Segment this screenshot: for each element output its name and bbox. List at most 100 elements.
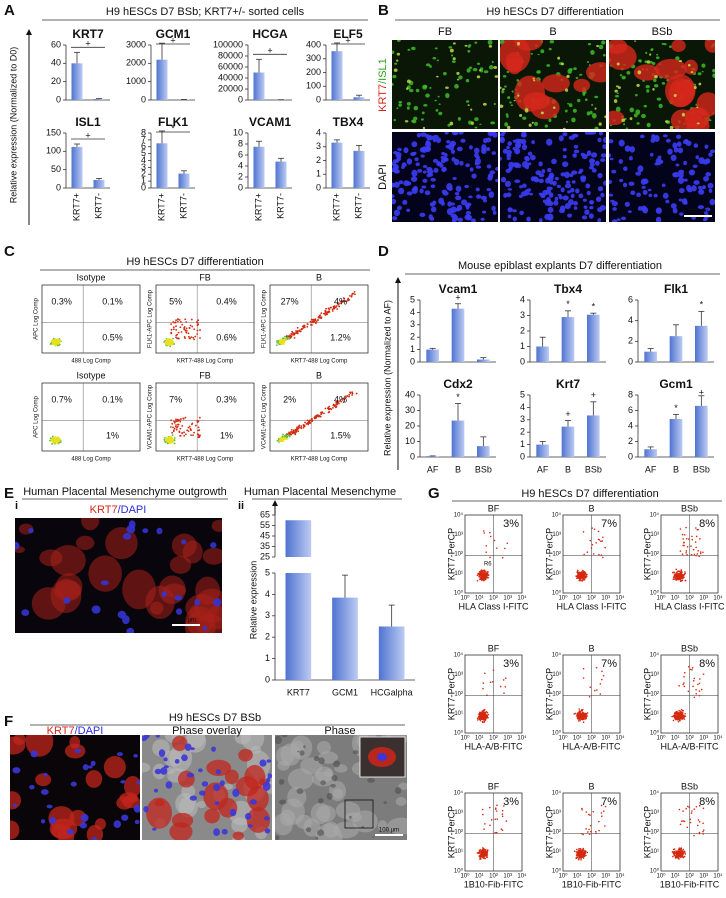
cell <box>441 201 445 205</box>
event-dot <box>675 852 677 854</box>
cell <box>709 199 715 206</box>
event-dot <box>197 322 199 324</box>
event-dot <box>580 852 582 854</box>
event-dot <box>601 540 603 542</box>
cell <box>604 115 607 118</box>
cell <box>86 770 103 788</box>
event-dot <box>483 721 485 723</box>
cell <box>450 122 454 126</box>
cell <box>588 43 591 45</box>
cell <box>393 151 398 154</box>
cell <box>265 828 271 833</box>
cell <box>436 137 441 143</box>
event-dot <box>180 321 182 323</box>
event-dot <box>180 435 182 437</box>
cell <box>372 836 374 838</box>
cell <box>575 188 579 193</box>
event-dot <box>288 434 290 436</box>
cell <box>423 170 427 173</box>
cell <box>297 788 304 794</box>
bar <box>157 60 168 100</box>
y-tick-label: 4 <box>628 420 633 430</box>
micrograph <box>1 726 142 846</box>
cell <box>425 190 431 195</box>
cell <box>506 192 511 197</box>
event-dot <box>53 440 55 442</box>
event-dot <box>678 578 680 580</box>
cell <box>456 207 460 211</box>
cell <box>419 213 425 217</box>
cell <box>279 779 285 785</box>
event-dot <box>678 849 680 851</box>
cell <box>676 135 681 139</box>
cell <box>402 162 407 167</box>
cell <box>467 50 470 53</box>
event-dot <box>582 713 584 715</box>
event-dot <box>695 689 697 691</box>
scale-bar-label: 100 µm <box>688 209 708 215</box>
y-tick-label: 2 <box>238 171 243 181</box>
event-dot <box>485 551 487 553</box>
event-dot <box>575 857 577 859</box>
cell <box>199 790 206 795</box>
cell <box>129 520 136 528</box>
cell <box>197 614 224 640</box>
y-tick-label: 40000 <box>218 72 243 82</box>
event-dot <box>580 859 582 861</box>
cell <box>71 782 77 787</box>
event-dot <box>283 337 285 339</box>
y-tick-label: 50 <box>51 164 61 174</box>
cell <box>467 68 471 72</box>
cell <box>562 161 568 167</box>
event-dot <box>489 557 491 559</box>
event-dot <box>594 690 596 692</box>
cell <box>230 809 237 816</box>
event-dot <box>304 422 306 424</box>
cell <box>274 736 282 744</box>
event-dot <box>584 851 586 853</box>
event-dot <box>167 442 169 444</box>
event-dot <box>164 437 166 439</box>
cell <box>626 71 630 75</box>
event-dot <box>170 343 172 345</box>
cell <box>565 110 568 113</box>
cell <box>630 191 635 196</box>
cell <box>407 191 413 195</box>
cell <box>511 104 514 106</box>
y-axis-title: KRT7-PerCP <box>544 668 554 720</box>
event-dot <box>285 339 287 341</box>
event-dot <box>676 576 678 578</box>
y-tick-label: 0 <box>628 451 633 461</box>
event-dot <box>283 341 285 343</box>
event-dot <box>679 712 681 714</box>
panel-label: B <box>378 2 389 19</box>
y-tick-label: 35 <box>260 541 270 551</box>
cell <box>471 218 476 223</box>
event-dot <box>303 325 305 327</box>
cell <box>621 119 625 122</box>
cell <box>508 208 512 211</box>
cell <box>638 70 642 74</box>
y-tick-label: 0 <box>628 356 633 366</box>
cell <box>12 767 20 773</box>
cell <box>187 773 194 778</box>
cell <box>493 211 497 215</box>
event-dot <box>279 341 281 343</box>
event-dot <box>496 832 498 834</box>
cell <box>133 754 138 758</box>
cell <box>549 192 554 197</box>
cell <box>3 791 21 809</box>
cell <box>297 751 299 752</box>
quadrant-percent: 1.2% <box>330 332 351 342</box>
event-dot <box>504 548 506 550</box>
y-axis-title: Relative expression (Normalized to AF) <box>382 300 392 456</box>
cell <box>88 765 93 768</box>
cell <box>538 161 542 166</box>
cell <box>320 780 326 785</box>
event-dot <box>489 532 491 534</box>
cell <box>392 216 397 220</box>
cell <box>506 146 510 149</box>
event-dot <box>688 691 690 693</box>
event-dot <box>184 318 186 320</box>
event-dot <box>189 426 191 428</box>
